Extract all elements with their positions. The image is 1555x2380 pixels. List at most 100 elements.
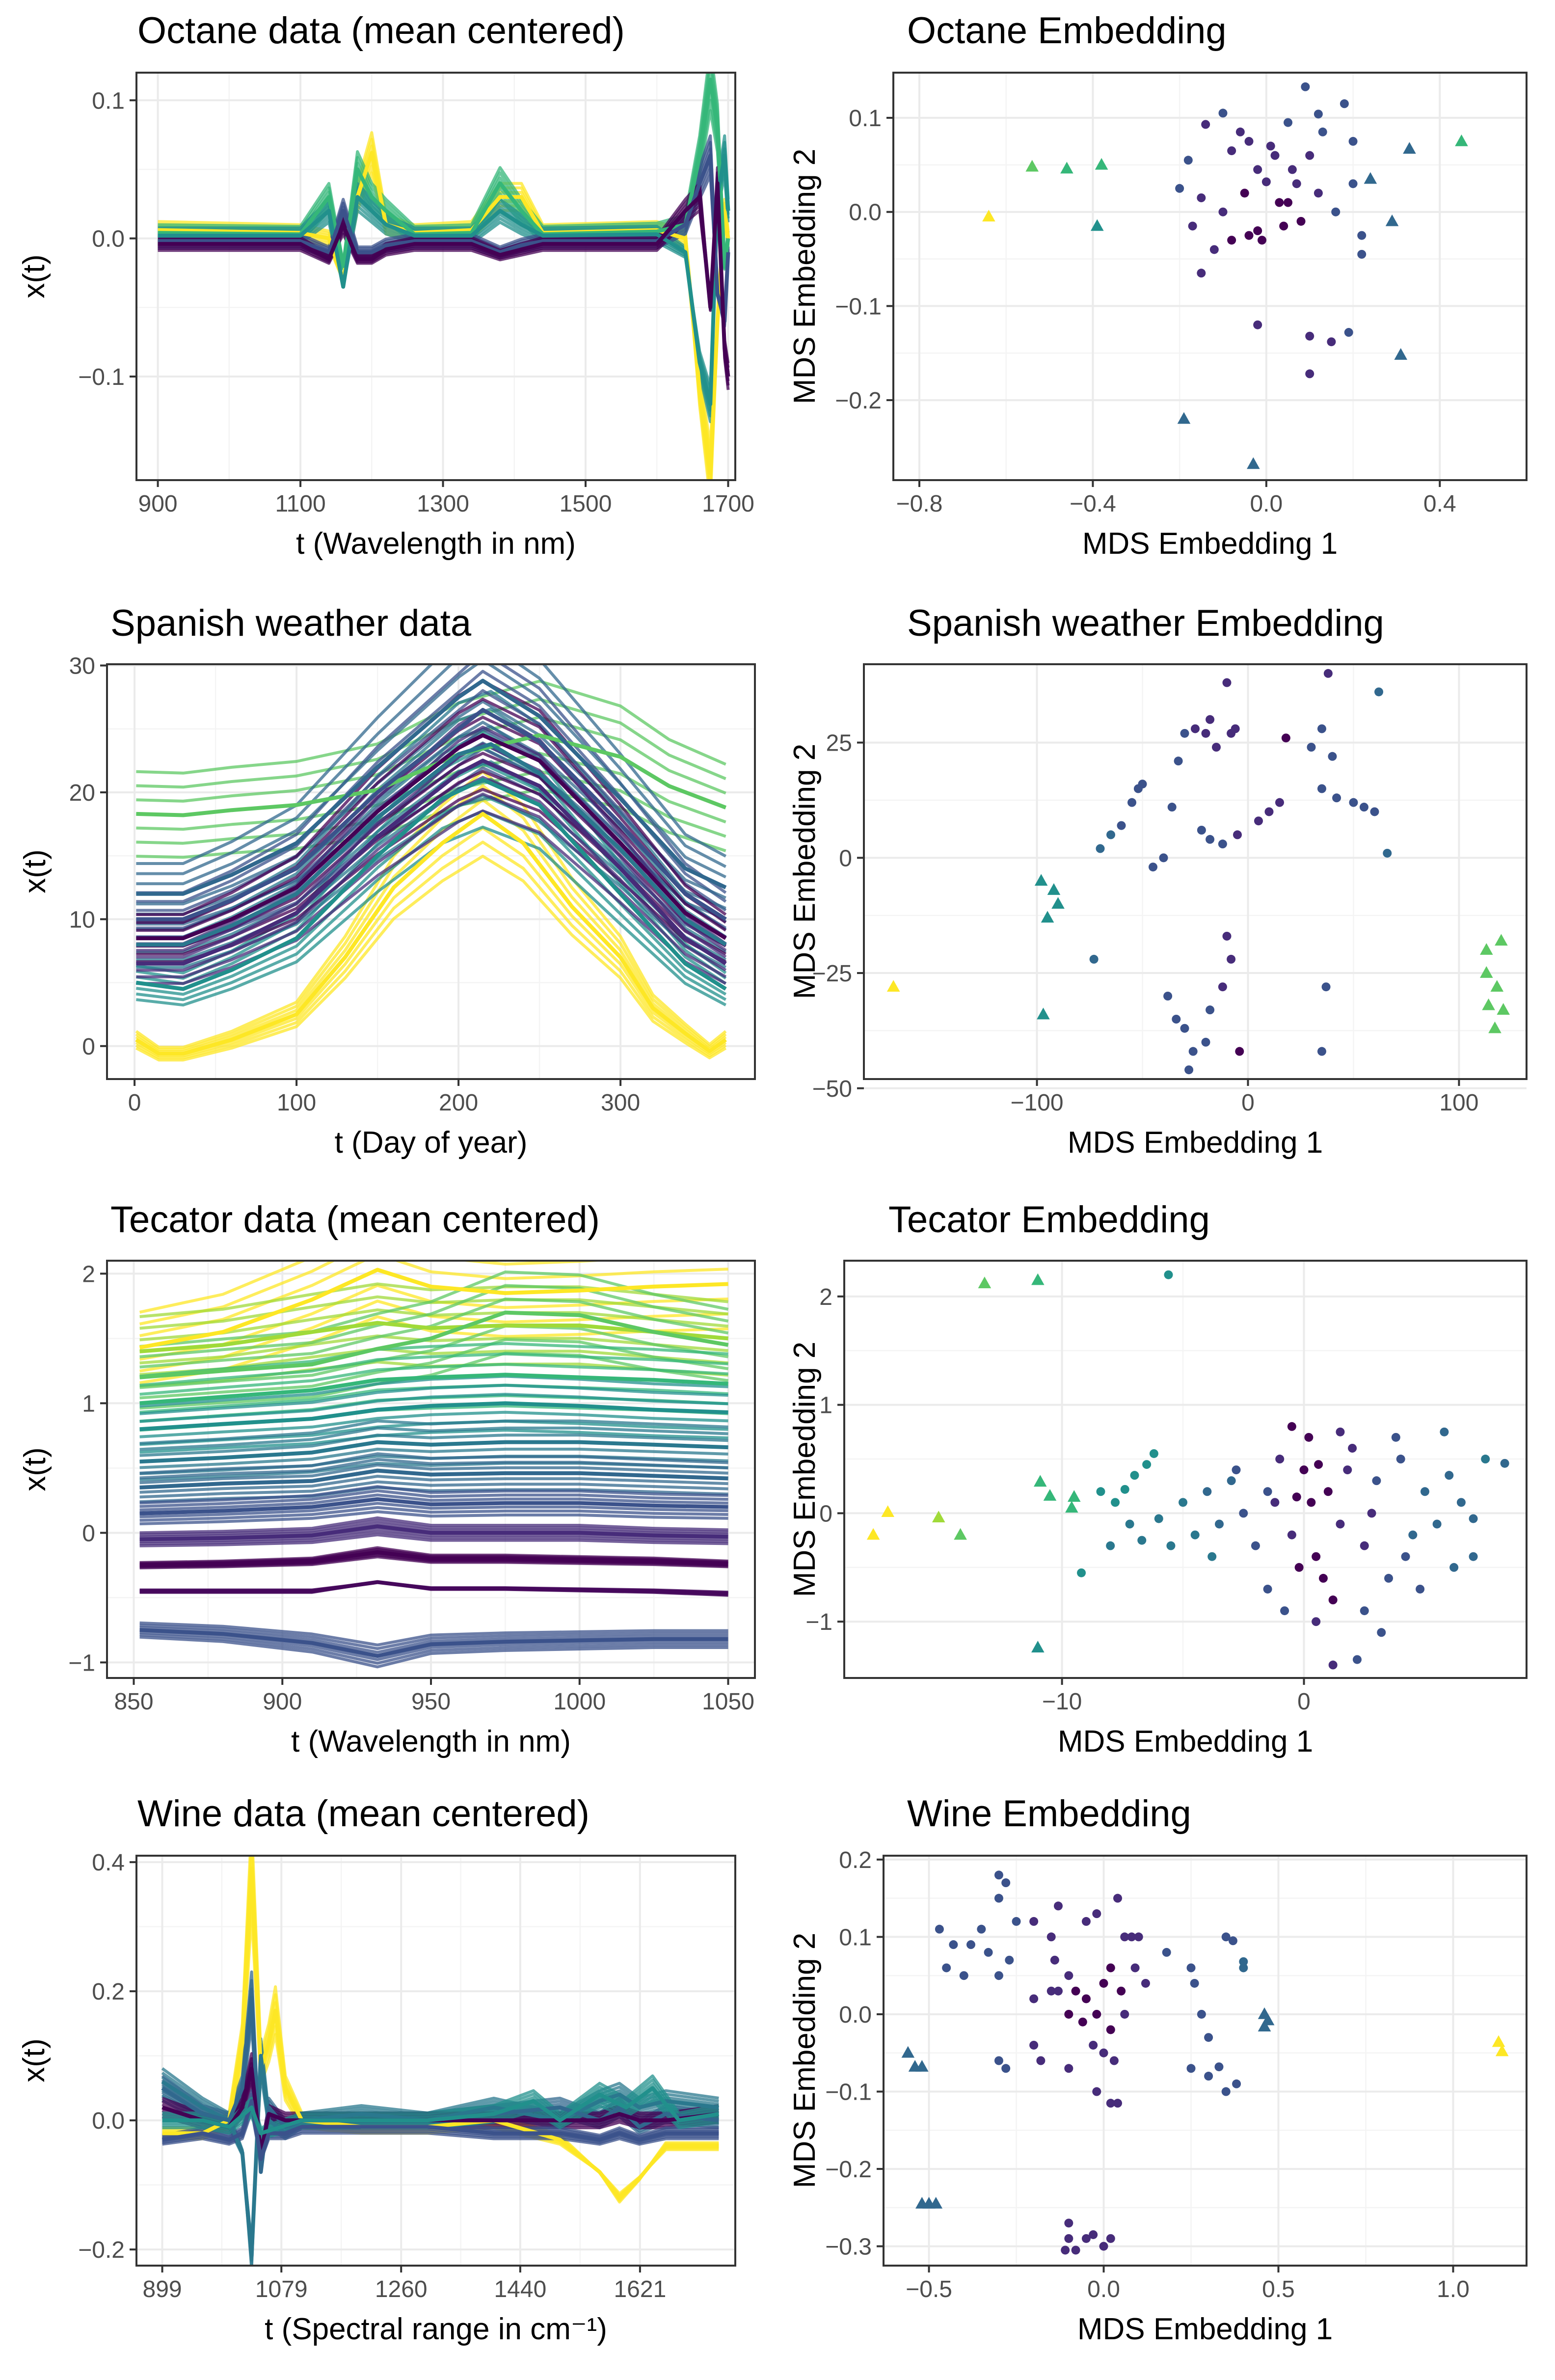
y-tick-label: 0.0 bbox=[92, 226, 125, 252]
plot-background bbox=[893, 73, 1527, 480]
scatter-point bbox=[1408, 1530, 1418, 1540]
y-tick-label: −0.2 bbox=[78, 2237, 125, 2263]
panel-border bbox=[863, 663, 1528, 1080]
scatter-point bbox=[1317, 1047, 1326, 1056]
series-line-bundle bbox=[139, 1485, 728, 1505]
scatter-point bbox=[1201, 120, 1210, 129]
y-tick-label: −1 bbox=[68, 1650, 95, 1676]
scatter-point bbox=[1141, 1978, 1150, 1988]
scatter-point bbox=[1348, 1443, 1357, 1453]
weather-curves-panel: 0 100 200 300 0 10 20 30 Spanish weather data t (… bbox=[18, 602, 756, 1160]
x-axis-label: MDS Embedding 1 bbox=[1077, 2312, 1333, 2346]
scatter-point-triangle bbox=[1034, 874, 1048, 886]
scatter-point bbox=[1348, 136, 1358, 146]
scatter-point bbox=[1064, 2218, 1073, 2228]
series-line-bundle bbox=[139, 1383, 728, 1415]
wine-embedding-panel: −0.5 0.0 0.5 1.0 0.2 0.1 0.0 −0.1 −0.2 −0.3 Wine E… bbox=[788, 1793, 1528, 2346]
scatter-point bbox=[1218, 839, 1227, 849]
series-line-bundle bbox=[139, 1347, 728, 1376]
scatter-point bbox=[1360, 1541, 1369, 1550]
scatter-point bbox=[1328, 1660, 1338, 1670]
scatter-point bbox=[1449, 1563, 1459, 1572]
chart-title: Wine Embedding bbox=[907, 1793, 1191, 1835]
scatter-point bbox=[1206, 835, 1215, 844]
series-line-bundle bbox=[136, 794, 727, 996]
chart-title: Tecator data (mean centered) bbox=[110, 1199, 600, 1241]
x-tick-label: −0.5 bbox=[906, 2276, 952, 2302]
x-tick-label: 1050 bbox=[702, 1689, 754, 1715]
wine-curves-panel: 899 1079 1260 1440 1621 0.4 0.2 0.0 −0.2 Wine dat… bbox=[17, 1793, 736, 2346]
scatter-point bbox=[1312, 1552, 1321, 1561]
scatter-point bbox=[1134, 1932, 1143, 1942]
y-axis-label: MDS Embedding 2 bbox=[788, 744, 822, 999]
scatter-point bbox=[1323, 1487, 1333, 1496]
scatter-point bbox=[1077, 1568, 1086, 1577]
series-line-bundle bbox=[139, 1410, 728, 1438]
scatter-point bbox=[1029, 2040, 1039, 2050]
x-tick-label: 1300 bbox=[417, 491, 469, 517]
series-line-bundle bbox=[158, 134, 730, 328]
series-line-bundle bbox=[139, 1284, 729, 1358]
scatter-point bbox=[949, 1940, 958, 1949]
series-line-bundle bbox=[136, 664, 727, 865]
series-line-bundle bbox=[136, 810, 727, 1001]
x-tick-label: 300 bbox=[601, 1090, 640, 1116]
scatter-point bbox=[1331, 207, 1341, 216]
scatter-point-triangle bbox=[901, 2046, 915, 2058]
scatter-point bbox=[1263, 1584, 1272, 1594]
scatter-point bbox=[1328, 752, 1337, 761]
series-line-bundle bbox=[139, 1480, 728, 1499]
series-line-bundle bbox=[139, 1352, 728, 1410]
x-axis-label: t (Wavelength in nm) bbox=[291, 1725, 571, 1758]
series-line-bundle bbox=[139, 1447, 728, 1469]
scatter-point-triangle bbox=[1495, 934, 1508, 946]
y-tick-label: 0.1 bbox=[849, 106, 882, 132]
scatter-point-triangle bbox=[954, 1528, 967, 1540]
series-line-bundle bbox=[139, 1506, 728, 1522]
scatter-point bbox=[1328, 1596, 1338, 1605]
octane-curves-marks bbox=[158, 73, 730, 480]
scatter-point bbox=[1372, 1476, 1381, 1486]
scatter-point bbox=[1162, 1947, 1171, 1957]
y-tick-label: −0.2 bbox=[835, 388, 882, 414]
scatter-point bbox=[1154, 1514, 1163, 1523]
scatter-point bbox=[1190, 1530, 1200, 1540]
series-line-bundle bbox=[139, 1261, 728, 1337]
scatter-point bbox=[1440, 1427, 1449, 1436]
scatter-point bbox=[1275, 1455, 1285, 1464]
scatter-point bbox=[1214, 2062, 1224, 2072]
scatter-point bbox=[1307, 1498, 1316, 1507]
x-tick-label: 1440 bbox=[494, 2276, 546, 2302]
y-tick-label: 0.0 bbox=[839, 2002, 872, 2028]
scatter-point bbox=[1294, 1563, 1304, 1572]
scatter-point bbox=[1012, 1917, 1021, 1926]
scatter-point bbox=[1370, 807, 1379, 816]
series-line bbox=[139, 1524, 728, 1542]
scatter-point bbox=[1357, 249, 1367, 259]
scatter-point bbox=[1050, 1955, 1059, 1965]
scatter-point bbox=[1292, 179, 1301, 189]
x-tick-label: 0.0 bbox=[1250, 491, 1283, 517]
scatter-point bbox=[1340, 99, 1349, 108]
x-tick-label: 0 bbox=[1297, 1689, 1311, 1715]
scatter-point bbox=[1231, 724, 1240, 733]
octane-curves-panel: 900 1100 1300 1500 1700 0.1 0.0 −0.1 Octane data… bbox=[17, 10, 754, 561]
scatter-point bbox=[1357, 231, 1367, 240]
scatter-point bbox=[1149, 863, 1158, 872]
series-line-bundle bbox=[136, 664, 726, 886]
series-line-bundle bbox=[139, 1433, 728, 1457]
scatter-point bbox=[1232, 1465, 1241, 1475]
scatter-point bbox=[1360, 1606, 1369, 1616]
series-line-bundle bbox=[135, 798, 727, 1053]
series-line-bundle bbox=[136, 709, 727, 946]
scatter-point bbox=[1240, 189, 1249, 198]
scatter-point bbox=[1046, 1932, 1056, 1942]
series-line-bundle bbox=[139, 1261, 616, 1325]
scatter-point bbox=[1180, 729, 1189, 738]
tecator-curves-panel: 850 900 950 1000 1050 2 1 0 −1 Tecator data (mean… bbox=[18, 1199, 756, 1758]
series-line-bundle bbox=[139, 1363, 728, 1396]
y-tick-label: −1 bbox=[805, 1609, 832, 1635]
y-tick-label: 0 bbox=[82, 1520, 95, 1546]
series-line bbox=[139, 1310, 729, 1379]
